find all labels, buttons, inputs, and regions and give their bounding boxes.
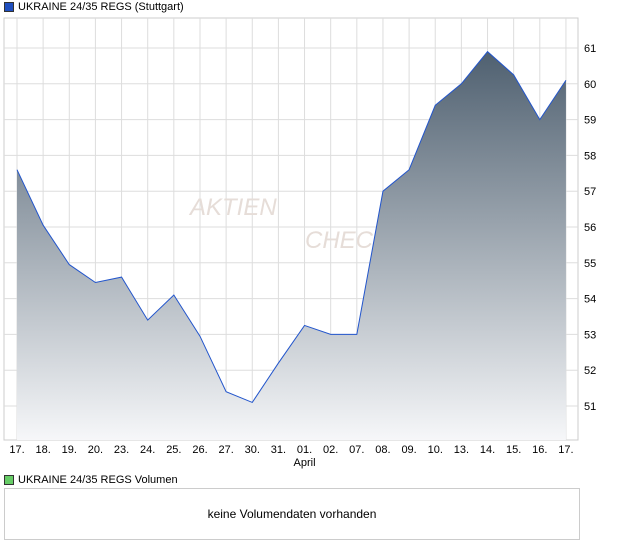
y-tick-label: 56 (584, 222, 596, 234)
volume-message: keine Volumendaten vorhanden (207, 507, 377, 521)
price-area (17, 51, 566, 440)
y-tick-label: 59 (584, 115, 596, 127)
legend-label-volume: UKRAINE 24/35 REGS Volumen (18, 474, 178, 486)
x-tick-label: 02. (323, 444, 338, 456)
price-chart: 17. 18. 19. 20. 23. 24. 25. 26. 27. 30. 31. 01. 02. 0… (3, 17, 596, 469)
legend-swatch (4, 2, 14, 12)
x-tick-label: 15. (506, 444, 521, 456)
x-sublabel: April (294, 457, 316, 469)
y-tick-label: 57 (584, 186, 596, 198)
x-tick-label: 14. (480, 444, 495, 456)
y-tick-label: 53 (584, 329, 596, 341)
x-tick-label: 31. (271, 444, 286, 456)
x-tick-label: 10. (428, 444, 443, 456)
y-tick-label: 51 (584, 401, 596, 413)
x-tick-label: 26. (192, 444, 207, 456)
x-tick-label: 23. (114, 444, 129, 456)
x-tick-label: 01. (297, 444, 312, 456)
x-tick-label: 30. (245, 444, 260, 456)
legend-volume: UKRAINE 24/35 REGS Volumen (4, 474, 178, 486)
x-tick-label: 20. (88, 444, 103, 456)
y-tick-label: 60 (584, 79, 596, 91)
x-tick-label: 07. (349, 444, 364, 456)
x-tick-label: 19. (62, 444, 77, 456)
x-tick-label: 09. (401, 444, 416, 456)
legend-label: UKRAINE 24/35 REGS (Stuttgart) (18, 1, 184, 13)
volume-panel: keine Volumendaten vorhanden (4, 488, 580, 540)
y-tick-label: 54 (584, 294, 596, 306)
legend-main: UKRAINE 24/35 REGS (Stuttgart) (4, 1, 184, 13)
price-line (16, 50, 567, 404)
watermark: AKTIEN (188, 194, 277, 221)
x-tick-label: 25. (166, 444, 181, 456)
y-tick-label: 55 (584, 258, 596, 270)
x-tick-label: 13. (454, 444, 469, 456)
x-tick-label: 27. (218, 444, 233, 456)
legend-swatch-volume (4, 475, 14, 485)
x-tick-label: 16. (532, 444, 547, 456)
x-tick-label: 18. (35, 444, 50, 456)
y-tick-label: 58 (584, 150, 596, 162)
x-tick-label: 24. (140, 444, 155, 456)
x-tick-label: 17. (558, 444, 573, 456)
x-tick-label: 17. (9, 444, 24, 456)
y-tick-label: 52 (584, 365, 596, 377)
y-tick-label: 61 (584, 43, 596, 55)
x-tick-label: 08. (375, 444, 390, 456)
